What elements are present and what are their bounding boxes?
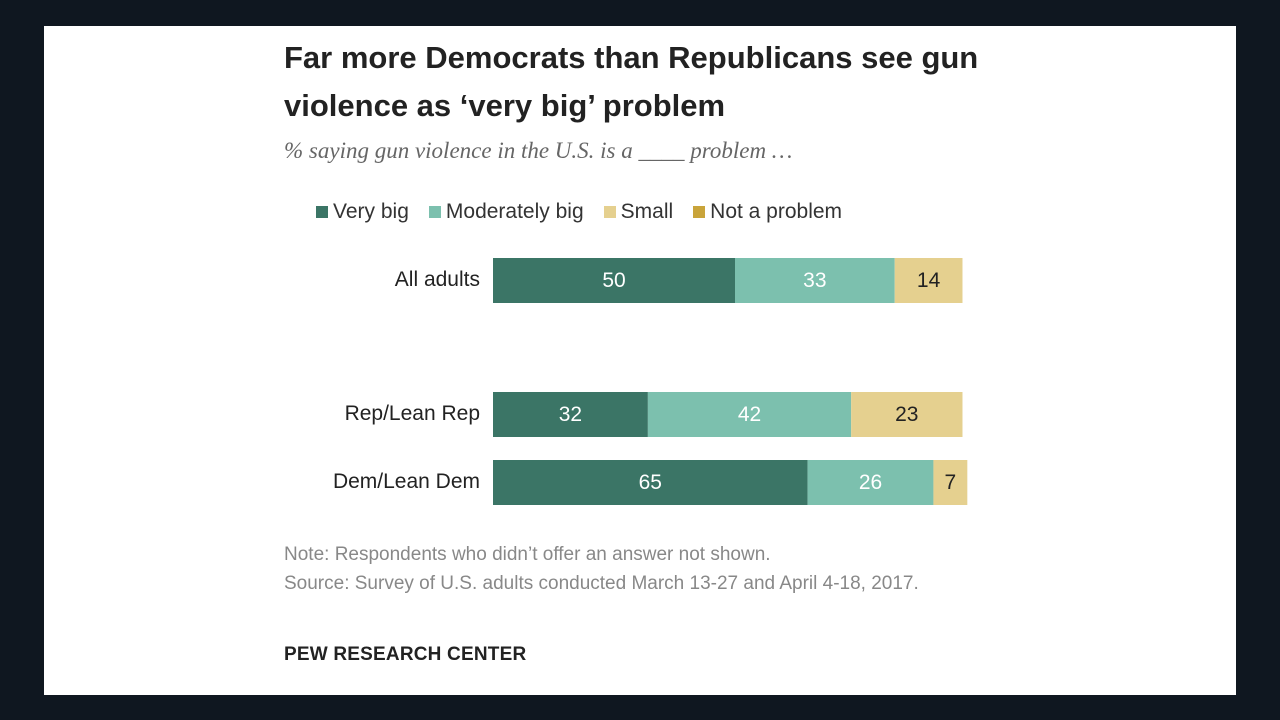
bar-value-label: 23 (895, 403, 918, 426)
footnote: Note: Respondents who didn’t offer an an… (284, 540, 984, 598)
bar-segment (933, 460, 968, 505)
bar-value-label: 42 (738, 403, 761, 426)
bar-segment (493, 392, 648, 437)
chart-subtitle: % saying gun violence in the U.S. is a _… (284, 138, 793, 163)
bar-segment (894, 258, 963, 303)
bar-segment (851, 392, 963, 437)
legend-swatch-moderately-big (428, 206, 441, 218)
legend-item-moderately-big: Moderately big (428, 200, 584, 224)
bar-segment (807, 460, 934, 505)
bar-segment (493, 460, 808, 505)
pew-logo-text: PEW RESEARCH CENTER (284, 644, 527, 665)
bar-value-label: 26 (859, 471, 882, 494)
legend-label-moderately-big: Moderately big (445, 200, 584, 223)
bar-value-label: 65 (639, 471, 662, 494)
legend-item-very-big: Very big (316, 200, 409, 224)
legend-label-very-big: Very big (333, 200, 409, 223)
legend-item-not-a-problem: Not a problem (693, 200, 842, 224)
legend-label-not-a-problem: Not a problem (710, 200, 843, 223)
legend-item-small: Small (603, 200, 674, 224)
stacked-bar-chart: All adults 50 33 14 Rep/Lean Rep 32 42 23 Dem/Le… (333, 258, 968, 505)
legend-swatch-not-a-problem (693, 206, 706, 218)
chart-frame (44, 26, 1236, 695)
source-text: Source: Survey of U.S. adults conducted … (284, 573, 919, 594)
legend: Very big Moderately big Small Not a prob… (316, 200, 842, 224)
bar-value-label: 50 (602, 269, 625, 292)
legend-label-small: Small (620, 200, 674, 223)
bar-segment (735, 258, 895, 303)
category-label: Rep/Lean Rep (345, 402, 480, 425)
chart-title: Far more Democrats than Republicans see … (284, 40, 979, 123)
bar-segment (647, 392, 852, 437)
category-label: All adults (395, 268, 480, 291)
bar-value-label: 32 (559, 403, 582, 426)
note-text: Note: Respondents who didn’t offer an an… (284, 544, 771, 565)
bar-segment (493, 258, 735, 303)
bar-value-label: 33 (803, 269, 826, 292)
bar-value-label: 14 (917, 269, 941, 292)
category-label: Dem/Lean Dem (333, 470, 480, 493)
bar-value-label: 7 (945, 471, 957, 494)
legend-swatch-small (603, 206, 616, 218)
legend-swatch-very-big (316, 206, 328, 218)
